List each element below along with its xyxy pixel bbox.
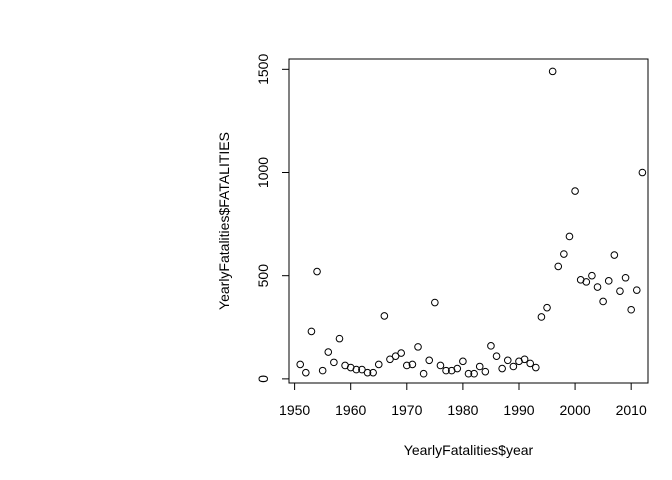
data-point [548,67,557,76]
data-point [588,271,596,280]
data-point [509,362,518,371]
x-tick-label: 1960 [335,402,366,418]
data-point [537,313,546,321]
data-point [408,360,417,369]
data-point [503,356,512,365]
data-point [475,362,484,371]
data-point [442,366,450,375]
y-tick-label: 500 [255,264,271,288]
data-point [335,334,344,343]
data-point [470,369,478,378]
data-point [565,232,574,241]
data-point [296,360,305,369]
x-tick-label: 1980 [447,402,478,418]
x-axis-label: YearlyFatalities$year [404,442,534,458]
y-tick-label: 0 [255,375,271,383]
data-point [391,352,400,360]
data-point [302,368,310,377]
data-point [638,168,647,177]
data-points [296,67,647,378]
data-point [464,369,473,378]
data-point [627,305,635,314]
data-point [318,366,327,375]
x-tick-label: 1990 [503,402,534,418]
data-point [560,250,568,258]
data-point [610,251,619,259]
x-tick-label: 1950 [279,402,310,418]
data-point [363,368,372,377]
data-point [571,187,579,195]
data-point [481,367,490,376]
data-point [313,267,321,276]
data-point [352,365,361,374]
data-point [330,358,338,367]
data-point [599,297,607,306]
data-point [604,277,613,285]
data-point [386,355,394,364]
data-point [487,342,495,350]
x-tick-label: 1970 [391,402,422,418]
data-point [621,273,630,282]
data-point [453,364,462,373]
plot-frame [288,58,649,384]
data-point [593,283,602,291]
x-axis: 1950 1960 1970 1980 1990 2000 2010 [279,382,647,418]
data-point [431,298,439,307]
data-point [554,262,563,271]
y-tick-label: 1000 [255,157,271,188]
data-point [632,286,641,294]
data-point [324,348,333,356]
data-point [616,287,624,295]
data-point [582,278,591,286]
data-point [414,343,422,351]
x-tick-label: 2010 [616,402,647,418]
y-axis: 0 500 1000 1500 [255,54,290,383]
data-point [307,327,316,336]
data-point [520,355,529,364]
y-axis-label: YearlyFatalities$FATALITIES [216,132,232,310]
data-point [380,312,389,320]
data-point [369,368,377,377]
data-point [459,357,467,366]
x-tick-label: 2000 [560,402,591,418]
data-point [374,360,383,369]
data-point [358,365,366,374]
data-point [402,361,411,370]
data-point [532,363,540,372]
data-point [436,361,445,370]
data-point [419,369,428,378]
y-tick-label: 1500 [255,54,271,85]
data-point [498,364,506,373]
data-point [397,349,405,357]
data-point [425,356,434,365]
data-point [492,352,501,360]
data-point [543,303,551,312]
data-point [526,359,535,368]
